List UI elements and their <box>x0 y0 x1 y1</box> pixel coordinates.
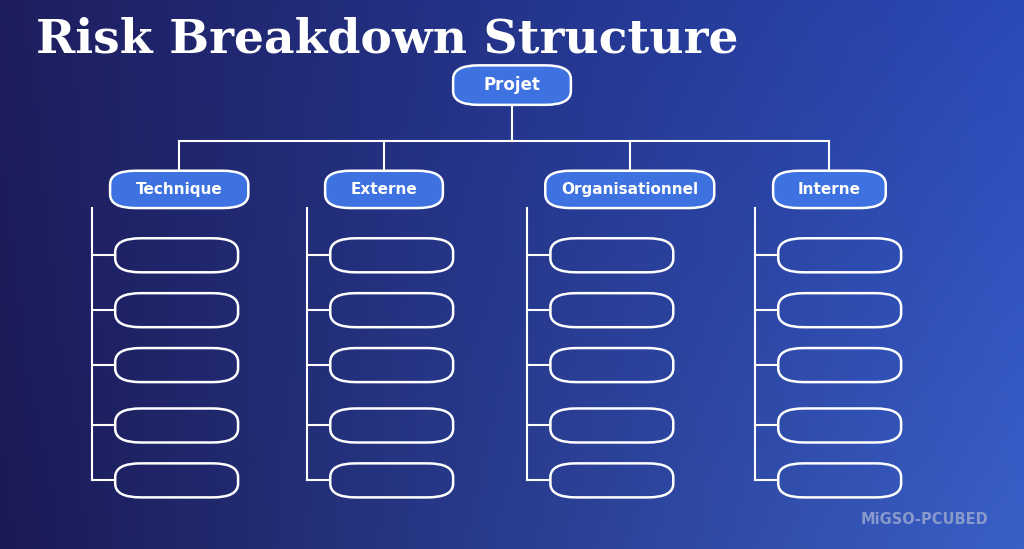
Text: Risk Breakdown Structure: Risk Breakdown Structure <box>36 16 738 63</box>
FancyBboxPatch shape <box>326 171 442 208</box>
Text: Organisationnel: Organisationnel <box>561 182 698 197</box>
Text: Projet: Projet <box>483 76 541 94</box>
FancyBboxPatch shape <box>110 171 248 208</box>
FancyBboxPatch shape <box>773 171 886 208</box>
Text: Interne: Interne <box>798 182 861 197</box>
Text: MiGSO-PCUBED: MiGSO-PCUBED <box>860 512 988 527</box>
Text: Technique: Technique <box>136 182 222 197</box>
FancyBboxPatch shape <box>545 171 715 208</box>
Text: Externe: Externe <box>350 182 418 197</box>
FancyBboxPatch shape <box>453 65 571 105</box>
